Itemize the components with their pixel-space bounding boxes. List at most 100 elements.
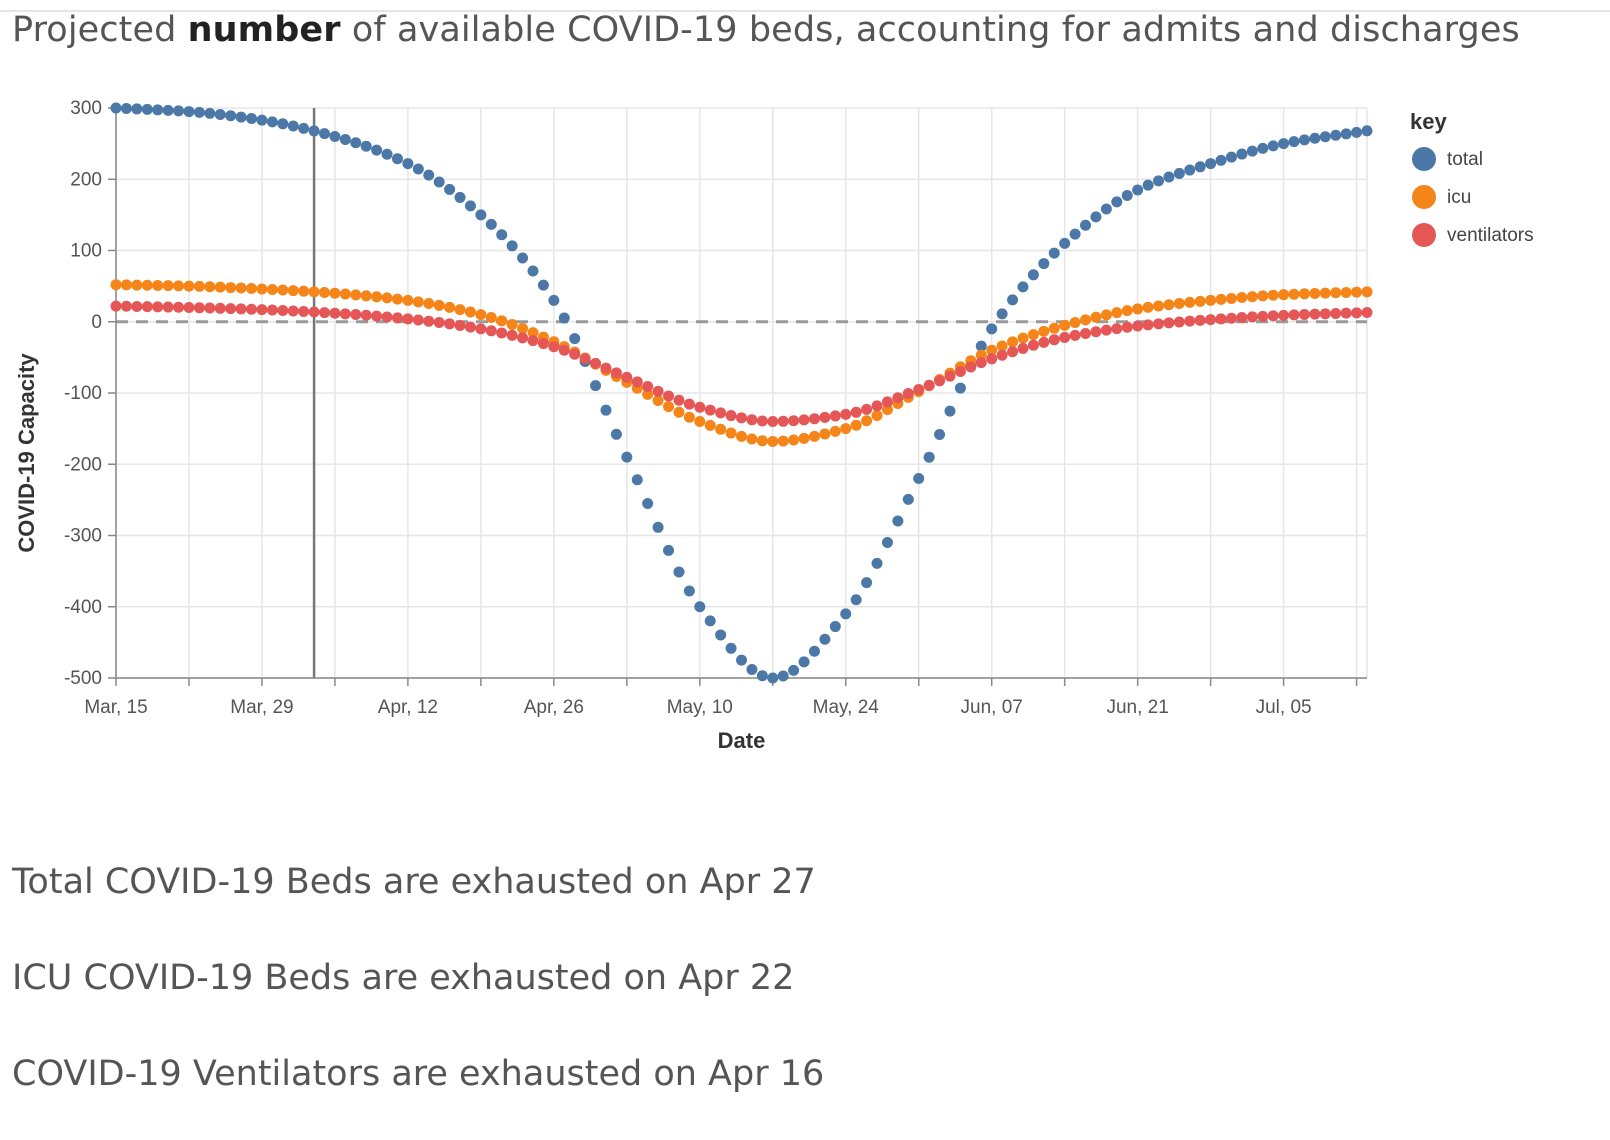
point-ventilators — [193, 302, 205, 314]
point-ventilators — [1069, 329, 1081, 341]
point-icu — [329, 287, 341, 299]
summary-icu: ICU COVID-19 Beds are exhausted on Apr 2… — [12, 958, 795, 998]
point-total — [610, 428, 622, 440]
point-total — [506, 240, 518, 252]
point-icu — [1173, 298, 1185, 310]
point-icu — [464, 306, 476, 318]
y-axis-title: COVID-19 Capacity — [14, 353, 39, 553]
x-tick-label: May, 24 — [813, 697, 880, 718]
legend-swatch-total — [1412, 147, 1436, 171]
point-icu — [725, 427, 737, 439]
point-ventilators — [902, 388, 914, 400]
point-icu — [371, 291, 383, 303]
point-ventilators — [402, 313, 414, 325]
point-ventilators — [944, 370, 956, 382]
point-ventilators — [1330, 307, 1342, 319]
point-ventilators — [642, 381, 654, 393]
point-ventilators — [652, 385, 664, 397]
capacity-chart: Mar, 15 Mar, 29 Apr, 12 Apr, 26 May, 10 May, … — [14, 98, 1534, 753]
point-total — [485, 218, 497, 230]
point-icu — [277, 284, 289, 296]
point-total — [1121, 189, 1133, 201]
point-ventilators — [141, 301, 153, 313]
point-total — [694, 601, 706, 613]
point-total — [391, 153, 403, 165]
point-icu — [1100, 309, 1112, 321]
point-total — [715, 629, 727, 641]
point-icu — [1027, 329, 1039, 341]
point-total — [1205, 158, 1217, 170]
point-total — [350, 137, 362, 149]
point-total — [1319, 131, 1331, 143]
point-total — [1163, 171, 1175, 183]
point-total — [1027, 269, 1039, 281]
point-ventilators — [412, 314, 424, 326]
point-ventilators — [1059, 331, 1071, 343]
point-ventilators — [610, 367, 622, 379]
point-total — [517, 252, 529, 264]
summary-total: Total COVID-19 Beds are exhausted on Apr… — [12, 862, 816, 902]
point-total — [1278, 138, 1290, 150]
point-icu — [736, 430, 747, 442]
point-total — [329, 131, 341, 142]
x-tick-label: May, 10 — [667, 697, 733, 718]
point-icu — [454, 304, 466, 316]
point-ventilators — [590, 357, 602, 369]
point-icu — [1194, 295, 1206, 307]
point-total — [183, 106, 195, 118]
title-bold: number — [187, 10, 341, 50]
point-total — [120, 102, 132, 114]
point-total — [1330, 129, 1342, 141]
point-total — [319, 128, 330, 140]
point-total — [600, 404, 612, 416]
point-ventilators — [1257, 310, 1269, 322]
point-icu — [1080, 314, 1092, 326]
point-total — [225, 110, 237, 122]
y-tick-label: -400 — [64, 597, 102, 618]
point-ventilators — [996, 349, 1008, 361]
point-ventilators — [454, 319, 466, 331]
point-ventilators — [1288, 309, 1300, 321]
point-ventilators — [246, 303, 258, 315]
point-total — [954, 382, 966, 394]
point-ventilators — [204, 302, 216, 314]
point-ventilators — [1361, 306, 1373, 318]
point-total — [298, 122, 310, 134]
point-ventilators — [1048, 334, 1060, 346]
point-ventilators — [350, 309, 362, 321]
point-ventilators — [569, 348, 581, 360]
point-ventilators — [746, 414, 758, 426]
x-tick-label: Jun, 21 — [1106, 697, 1168, 718]
point-total — [402, 158, 414, 170]
point-total — [892, 515, 904, 527]
point-icu — [266, 283, 278, 295]
point-total — [308, 125, 320, 137]
point-total — [496, 229, 508, 241]
point-icu — [1267, 289, 1279, 301]
point-ventilators — [1017, 342, 1029, 354]
point-ventilators — [1038, 336, 1050, 348]
point-ventilators — [850, 406, 862, 418]
point-icu — [715, 423, 727, 435]
point-ventilators — [266, 304, 278, 316]
point-total — [621, 451, 633, 463]
point-icu — [204, 281, 216, 293]
point-ventilators — [715, 407, 727, 419]
point-icu — [506, 318, 518, 330]
point-icu — [350, 289, 362, 301]
point-ventilators — [548, 341, 560, 353]
point-total — [986, 323, 998, 335]
title-suffix: of available COVID-19 beds, accounting f… — [340, 10, 1520, 50]
x-axis-title: Date — [718, 728, 766, 753]
point-total — [777, 670, 789, 682]
point-total — [464, 200, 476, 212]
point-icu — [162, 280, 174, 292]
point-ventilators — [1163, 317, 1175, 329]
point-total — [339, 134, 351, 146]
point-total — [1132, 184, 1144, 196]
point-ventilators — [131, 300, 143, 312]
point-icu — [1007, 336, 1019, 348]
point-total — [1017, 281, 1029, 293]
point-ventilators — [1007, 346, 1019, 358]
point-ventilators — [704, 404, 716, 416]
